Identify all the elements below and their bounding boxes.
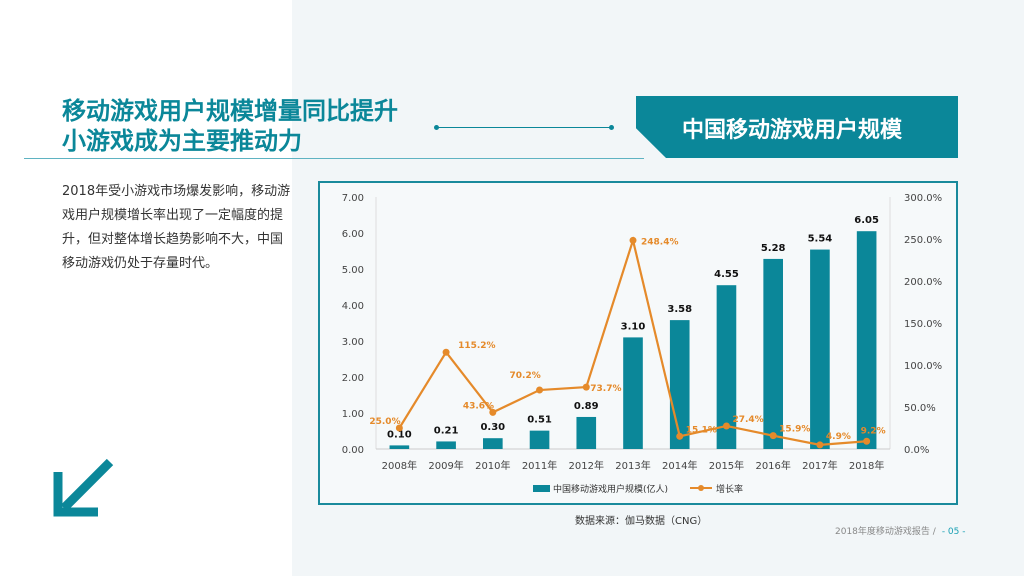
- y-tick-label: 2.00: [342, 373, 364, 384]
- growth-point: [489, 408, 497, 416]
- connector-dot: [434, 125, 439, 130]
- bar: [856, 231, 877, 449]
- growth-point: [442, 348, 450, 356]
- y-tick-label: 5.00: [342, 265, 364, 276]
- y-tick-label: 7.00: [342, 193, 364, 204]
- growth-label: 115.2%: [458, 341, 496, 351]
- growth-label: 15.1%: [686, 425, 717, 435]
- x-tick-label: 2016年: [755, 459, 790, 472]
- headline-line2: 小游戏成为主要推动力: [62, 127, 302, 155]
- growth-label: 4.9%: [826, 432, 851, 442]
- growth-point: [395, 424, 403, 432]
- growth-label: 70.2%: [510, 371, 541, 381]
- growth-label: 9.2%: [861, 426, 886, 436]
- bar: [389, 445, 410, 449]
- growth-label: 43.6%: [463, 401, 494, 411]
- y2-tick-label: 200.0%: [904, 277, 942, 288]
- y-tick-label: 1.00: [342, 409, 364, 420]
- growth-point: [536, 386, 544, 394]
- bar: [436, 441, 456, 449]
- bar-label: 0.51: [527, 415, 552, 426]
- x-tick-label: 2015年: [709, 459, 744, 472]
- title-underline: [24, 158, 644, 159]
- bar: [763, 258, 783, 449]
- growth-label: 15.9%: [779, 425, 810, 435]
- bar-label: 6.05: [854, 215, 879, 226]
- bar: [810, 249, 830, 449]
- data-source: 数据来源：伽马数据（CNG）: [575, 516, 708, 527]
- banner-title: 中国移动游戏用户规模: [682, 118, 903, 143]
- y2-tick-label: 150.0%: [904, 319, 942, 330]
- y-tick-label: 4.00: [342, 301, 364, 312]
- growth-label: 27.4%: [732, 415, 763, 425]
- growth-point: [629, 236, 637, 244]
- y-tick-label: 3.00: [342, 337, 364, 348]
- connector-line: [436, 127, 612, 128]
- growth-point: [582, 383, 590, 391]
- x-tick-label: 2014年: [662, 459, 697, 472]
- headline: 移动游戏用户规模增量同比提升 小游戏成为主要推动力: [62, 96, 398, 156]
- y2-tick-label: 100.0%: [904, 361, 942, 372]
- bar: [483, 438, 503, 449]
- bar-label: 0.21: [434, 425, 459, 436]
- description: 2018年受小游戏市场爆发影响，移动游戏用户规模增长率出现了一定幅度的提升，但对…: [62, 184, 291, 271]
- y2-tick-label: 300.0%: [904, 193, 942, 204]
- y-tick-label: 0.00: [342, 445, 364, 456]
- growth-label: 25.0%: [369, 417, 400, 427]
- connector-dot: [609, 125, 614, 130]
- legend-line-marker: [698, 485, 704, 491]
- legend-bar-label: 中国移动游戏用户规模(亿人): [553, 483, 668, 495]
- footer-report: 2018年度移动游戏报告: [835, 527, 930, 537]
- bar-label: 5.54: [808, 234, 833, 245]
- growth-point: [676, 432, 684, 440]
- bar-label: 4.55: [714, 269, 739, 280]
- section-banner: 中国移动游戏用户规模: [636, 96, 958, 158]
- bar-label: 3.58: [667, 304, 692, 315]
- bar-label: 0.10: [387, 429, 412, 440]
- growth-label: 248.4%: [641, 237, 679, 247]
- bar-label: 0.89: [574, 401, 599, 412]
- legend-bar-swatch: [533, 485, 550, 492]
- y-tick-label: 6.00: [342, 229, 364, 240]
- bar-label: 0.30: [480, 422, 505, 433]
- x-tick-label: 2012年: [569, 459, 604, 472]
- x-tick-label: 2011年: [522, 459, 557, 472]
- bar: [623, 337, 643, 449]
- x-tick-label: 2008年: [382, 459, 417, 472]
- y2-tick-label: 250.0%: [904, 235, 942, 246]
- page-number: - 05 -: [941, 527, 966, 537]
- x-tick-label: 2017年: [802, 459, 837, 472]
- bar-label: 3.10: [621, 321, 646, 332]
- x-tick-label: 2010年: [475, 459, 510, 472]
- footer-separator: /: [932, 527, 936, 537]
- growth-label: 73.7%: [590, 384, 621, 394]
- bar: [576, 416, 597, 449]
- growth-point: [863, 437, 871, 445]
- y2-tick-label: 0.0%: [904, 445, 929, 456]
- x-tick-label: 2013年: [615, 459, 650, 472]
- x-tick-label: 2009年: [428, 459, 463, 472]
- growth-point: [722, 422, 730, 430]
- bar-label: 5.28: [761, 243, 786, 254]
- footer: 2018年度移动游戏报告 / - 05 -: [835, 524, 966, 537]
- growth-point: [769, 432, 777, 440]
- y2-tick-label: 50.0%: [904, 403, 936, 414]
- bar: [529, 430, 550, 449]
- arrow-down-left-icon: [53, 458, 114, 517]
- x-tick-label: 2018年: [849, 459, 884, 472]
- growth-point: [816, 441, 824, 449]
- legend-line-label: 增长率: [716, 483, 743, 495]
- bar: [716, 285, 737, 449]
- headline-line1: 移动游戏用户规模增量同比提升: [62, 97, 398, 125]
